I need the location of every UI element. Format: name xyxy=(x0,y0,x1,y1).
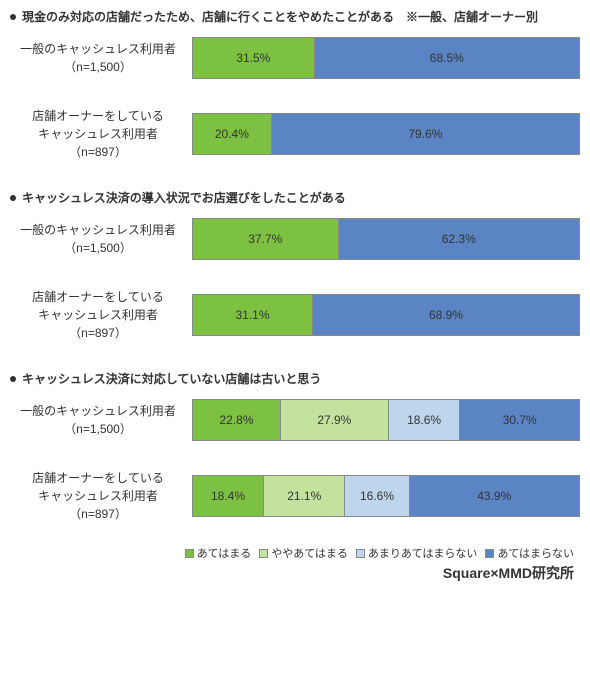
legend-label: あてはまらない xyxy=(497,545,574,561)
segment-label: 22.8% xyxy=(219,413,253,427)
row-label-line: （n=897） xyxy=(10,143,186,161)
legend: あてはまる ややあてはまる あまりあてはまらない あてはまらない xyxy=(10,545,580,561)
bullet-icon xyxy=(10,14,16,20)
row-label-line: （n=1,500） xyxy=(10,420,186,438)
chart-row: 店舗オーナーをしているキャッシュレス利用者（n=897） 18.4% 21.1% 16… xyxy=(10,469,580,523)
row-label-line: （n=1,500） xyxy=(10,239,186,257)
row-label-line: 一般のキャッシュレス利用者 xyxy=(10,40,186,58)
panel-title-text: 現金のみ対応の店舗だったため、店舗に行くことをやめたことがある ※一般、店舗オー… xyxy=(22,8,538,25)
chart-row: 店舗オーナーをしているキャッシュレス利用者（n=897） 20.4% 79.6% xyxy=(10,107,580,161)
panel-title: 現金のみ対応の店舗だったため、店舗に行くことをやめたことがある ※一般、店舗オー… xyxy=(10,8,580,25)
row-label: 店舗オーナーをしているキャッシュレス利用者（n=897） xyxy=(10,288,192,342)
row-label-line: キャッシュレス利用者 xyxy=(10,487,186,505)
row-label-line: 店舗オーナーをしている xyxy=(10,469,186,487)
stacked-bar: 22.8% 27.9% 18.6% 30.7% xyxy=(192,399,580,441)
row-label-line: 店舗オーナーをしている xyxy=(10,107,186,125)
row-label-line: 一般のキャッシュレス利用者 xyxy=(10,402,186,420)
segment-label: 16.6% xyxy=(360,489,394,503)
bar-segment: 22.8% xyxy=(193,400,281,440)
row-label: 一般のキャッシュレス利用者（n=1,500） xyxy=(10,221,192,257)
legend-swatch xyxy=(185,549,194,558)
stacked-bar: 31.5% 68.5% xyxy=(192,37,580,79)
row-label-line: （n=897） xyxy=(10,324,186,342)
legend-item: あてはまる xyxy=(185,545,252,561)
bar-segment: 20.4% xyxy=(193,114,272,154)
legend-label: あてはまる xyxy=(197,545,252,561)
bar-segment: 16.6% xyxy=(345,476,409,516)
chart-row: 一般のキャッシュレス利用者（n=1,500） 22.8% 27.9% 18.6% 30.… xyxy=(10,399,580,441)
chart-row: 一般のキャッシュレス利用者（n=1,500） 31.5% 68.5% xyxy=(10,37,580,79)
legend-item: あてはまらない xyxy=(485,545,574,561)
chart-row: 一般のキャッシュレス利用者（n=1,500） 37.7% 62.3% xyxy=(10,218,580,260)
segment-label: 18.4% xyxy=(211,489,245,503)
segment-label: 30.7% xyxy=(503,413,537,427)
bullet-icon xyxy=(10,195,16,201)
legend-swatch xyxy=(485,549,494,558)
row-label-line: （n=897） xyxy=(10,505,186,523)
panel-title: キャッシュレス決済に対応していない店舗は古いと思う xyxy=(10,370,580,387)
segment-label: 21.1% xyxy=(287,489,321,503)
row-label: 店舗オーナーをしているキャッシュレス利用者（n=897） xyxy=(10,107,192,161)
stacked-bar: 20.4% 79.6% xyxy=(192,113,580,155)
bullet-icon xyxy=(10,376,16,382)
stacked-bar: 31.1% 68.9% xyxy=(192,294,580,336)
row-label-line: キャッシュレス利用者 xyxy=(10,125,186,143)
legend-label: ややあてはまる xyxy=(271,545,348,561)
stacked-bar: 37.7% 62.3% xyxy=(192,218,580,260)
row-label: 一般のキャッシュレス利用者（n=1,500） xyxy=(10,402,192,438)
panel-title-text: キャッシュレス決済に対応していない店舗は古いと思う xyxy=(22,370,321,387)
bar-segment: 31.1% xyxy=(193,295,313,335)
bar-segment: 68.9% xyxy=(313,295,579,335)
bar-segment: 18.4% xyxy=(193,476,264,516)
bar-segment: 68.5% xyxy=(315,38,579,78)
segment-label: 31.5% xyxy=(236,51,270,65)
row-label: 一般のキャッシュレス利用者（n=1,500） xyxy=(10,40,192,76)
segment-label: 79.6% xyxy=(408,127,442,141)
row-label-line: 一般のキャッシュレス利用者 xyxy=(10,221,186,239)
segment-label: 27.9% xyxy=(317,413,351,427)
legend-item: あまりあてはまらない xyxy=(356,545,478,561)
row-label-line: （n=1,500） xyxy=(10,58,186,76)
segment-label: 20.4% xyxy=(215,127,249,141)
segment-label: 43.9% xyxy=(477,489,511,503)
row-label-line: 店舗オーナーをしている xyxy=(10,288,186,306)
chart-panel: キャッシュレス決済に対応していない店舗は古いと思う一般のキャッシュレス利用者（n… xyxy=(10,370,580,523)
segment-label: 68.5% xyxy=(430,51,464,65)
bar-segment: 30.7% xyxy=(460,400,579,440)
chart-panel: キャッシュレス決済の導入状況でお店選びをしたことがある一般のキャッシュレス利用者… xyxy=(10,189,580,342)
credit-text: Square×MMD研究所 xyxy=(10,563,580,583)
bar-segment: 18.6% xyxy=(389,400,461,440)
segment-label: 68.9% xyxy=(429,308,463,322)
stacked-bar: 18.4% 21.1% 16.6% 43.9% xyxy=(192,475,580,517)
legend-swatch xyxy=(356,549,365,558)
bar-segment: 27.9% xyxy=(281,400,389,440)
bar-segment: 62.3% xyxy=(339,219,579,259)
chart-row: 店舗オーナーをしているキャッシュレス利用者（n=897） 31.1% 68.9% xyxy=(10,288,580,342)
panel-title: キャッシュレス決済の導入状況でお店選びをしたことがある xyxy=(10,189,580,206)
legend-label: あまりあてはまらない xyxy=(368,545,478,561)
legend-swatch xyxy=(259,549,268,558)
row-label-line: キャッシュレス利用者 xyxy=(10,306,186,324)
segment-label: 37.7% xyxy=(248,232,282,246)
bar-segment: 79.6% xyxy=(272,114,579,154)
segment-label: 18.6% xyxy=(407,413,441,427)
panel-title-text: キャッシュレス決済の導入状況でお店選びをしたことがある xyxy=(22,189,346,206)
legend-item: ややあてはまる xyxy=(259,545,348,561)
bar-segment: 43.9% xyxy=(410,476,579,516)
bar-segment: 21.1% xyxy=(264,476,345,516)
segment-label: 31.1% xyxy=(236,308,270,322)
chart-panel: 現金のみ対応の店舗だったため、店舗に行くことをやめたことがある ※一般、店舗オー… xyxy=(10,8,580,161)
bar-segment: 37.7% xyxy=(193,219,339,259)
row-label: 店舗オーナーをしているキャッシュレス利用者（n=897） xyxy=(10,469,192,523)
bar-segment: 31.5% xyxy=(193,38,315,78)
segment-label: 62.3% xyxy=(442,232,476,246)
